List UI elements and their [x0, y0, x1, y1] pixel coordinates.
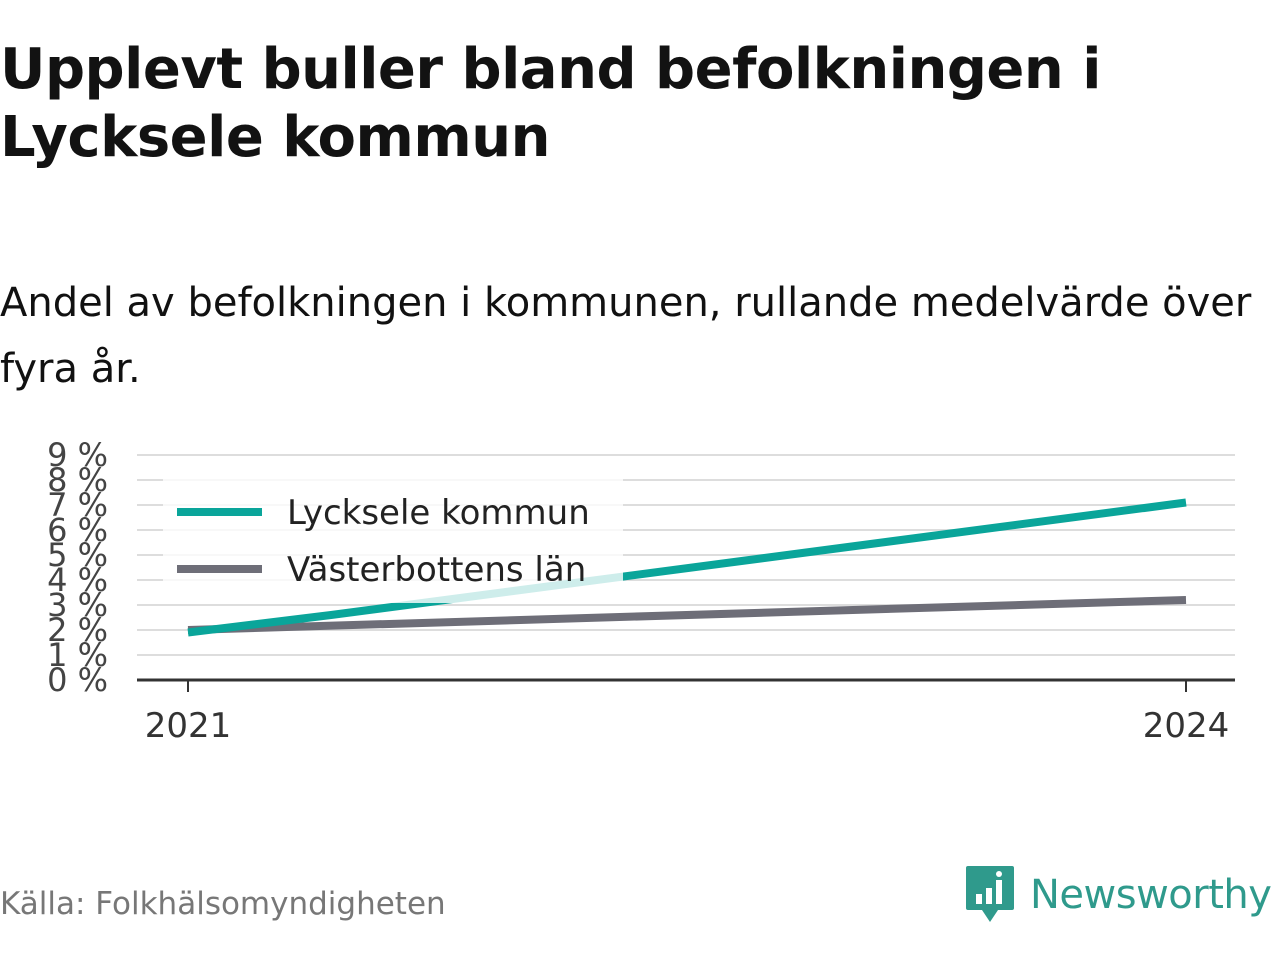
y-tick-label: 8 %: [47, 461, 108, 499]
x-tick-label: 2024: [1143, 706, 1230, 746]
series-line-lycksele: [187, 498, 1187, 637]
y-tick-label: 4 %: [47, 561, 108, 599]
legend-box: [163, 478, 623, 603]
legend-label: Lycksele kommun: [287, 493, 590, 533]
legend: Lycksele kommun Västerbottens län: [163, 478, 623, 603]
y-tick-label: 9 %: [47, 436, 108, 474]
y-tick-label: 1 %: [47, 636, 108, 674]
newsworthy-logo: Newsworthy: [964, 864, 1272, 926]
y-tick-label: 7 %: [47, 486, 108, 524]
x-tick-label: 2021: [145, 706, 232, 746]
newsworthy-logo-text: Newsworthy: [1030, 872, 1272, 918]
legend-label: Västerbottens län: [287, 550, 586, 590]
y-tick-label: 5 %: [47, 536, 108, 574]
y-tick-label: 0 %: [47, 661, 108, 699]
chart-title: Upplevt buller bland befolkningen i Lyck…: [0, 37, 1101, 170]
y-tick-label: 3 %: [47, 586, 108, 624]
axes: 0 %1 %2 %3 %4 %5 %6 %7 %8 %9 % 2021 2024: [47, 436, 1235, 746]
y-tick-label: 6 %: [47, 511, 108, 549]
y-tick-label: 2 %: [47, 611, 108, 649]
line-chart: 0 %1 %2 %3 %4 %5 %6 %7 %8 %9 % 2021 2024 L…: [47, 436, 1235, 746]
chart-subtitle: Andel av befolkningen i kommunen, rullan…: [0, 280, 1252, 392]
newsworthy-logo-icon: [966, 866, 1014, 922]
source-note: Källa: Folkhälsomyndigheten: [0, 886, 446, 922]
series-line-vasterbotten: [187, 596, 1187, 634]
series-lines: [187, 498, 1187, 637]
